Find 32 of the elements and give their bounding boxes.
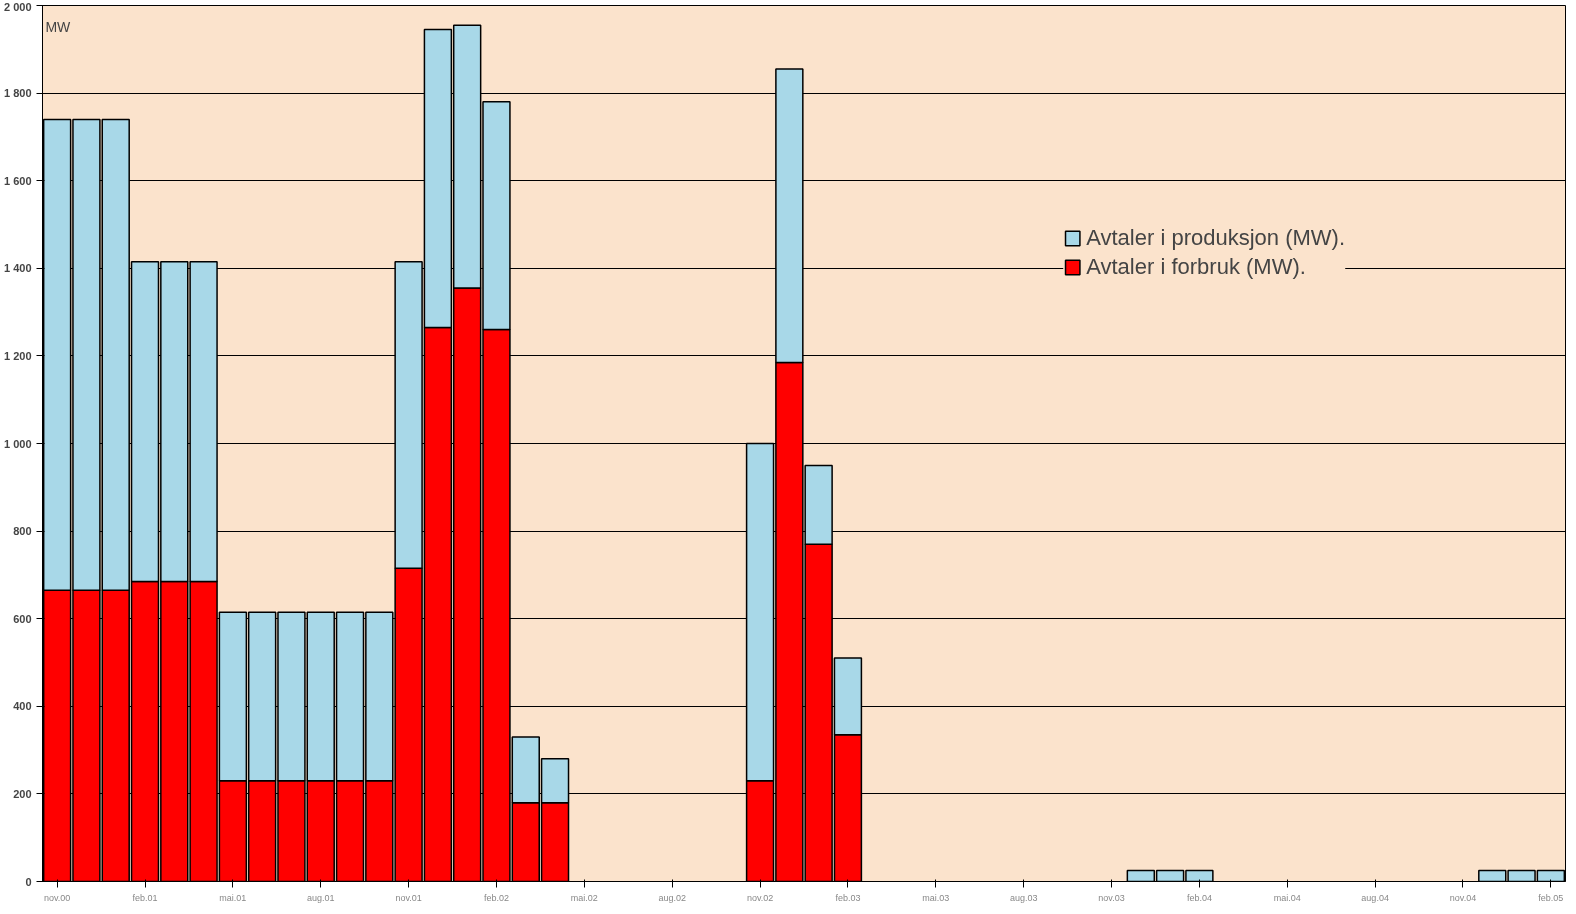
x-tick-label: mai.03: [922, 892, 950, 903]
y-tick-label: 2 000: [3, 0, 32, 13]
y-tick-label: 0: [25, 875, 32, 888]
y-tick-label: 400: [13, 700, 32, 713]
x-tick-label: mai.02: [570, 892, 598, 903]
x-tick-label: feb.01: [132, 892, 158, 903]
x-tick-label: aug.04: [1361, 892, 1389, 903]
x-tick-label: nov.01: [395, 892, 422, 903]
x-tick-label: aug.02: [658, 892, 686, 903]
y-tick-label: 600: [13, 612, 32, 625]
x-tick-label: mai.01: [219, 892, 247, 903]
x-tick-label: feb.03: [835, 892, 861, 903]
x-tick-label: mai.04: [1273, 892, 1301, 903]
x-tick-label: nov.00: [43, 892, 71, 903]
x-tick-label: feb.04: [1186, 892, 1212, 903]
y-tick-label: 800: [13, 525, 32, 538]
y-tick-label: 1 000: [3, 437, 32, 450]
legend-label: Avtaler i produksjon (MW).: [1086, 225, 1345, 251]
x-tick-label: nov.03: [1098, 892, 1125, 903]
y-tick-label: 1 200: [3, 349, 32, 362]
x-tick-label: aug.01: [306, 892, 335, 903]
x-tick-label: feb.05: [1538, 892, 1564, 903]
legend-label: Avtaler i forbruk (MW).: [1086, 254, 1306, 280]
y-tick-label: 1 600: [3, 174, 32, 187]
x-tick-label: nov.02: [746, 892, 774, 903]
x-tick-label: nov.04: [1449, 892, 1477, 903]
x-tick-label: feb.02: [483, 892, 509, 903]
y-tick-label: 1 400: [3, 262, 32, 275]
x-tick-label: aug.03: [1009, 892, 1038, 903]
y-tick-label: 200: [13, 787, 32, 800]
y-axis-title: MW: [45, 18, 72, 35]
y-tick-label: 1 800: [3, 87, 32, 100]
